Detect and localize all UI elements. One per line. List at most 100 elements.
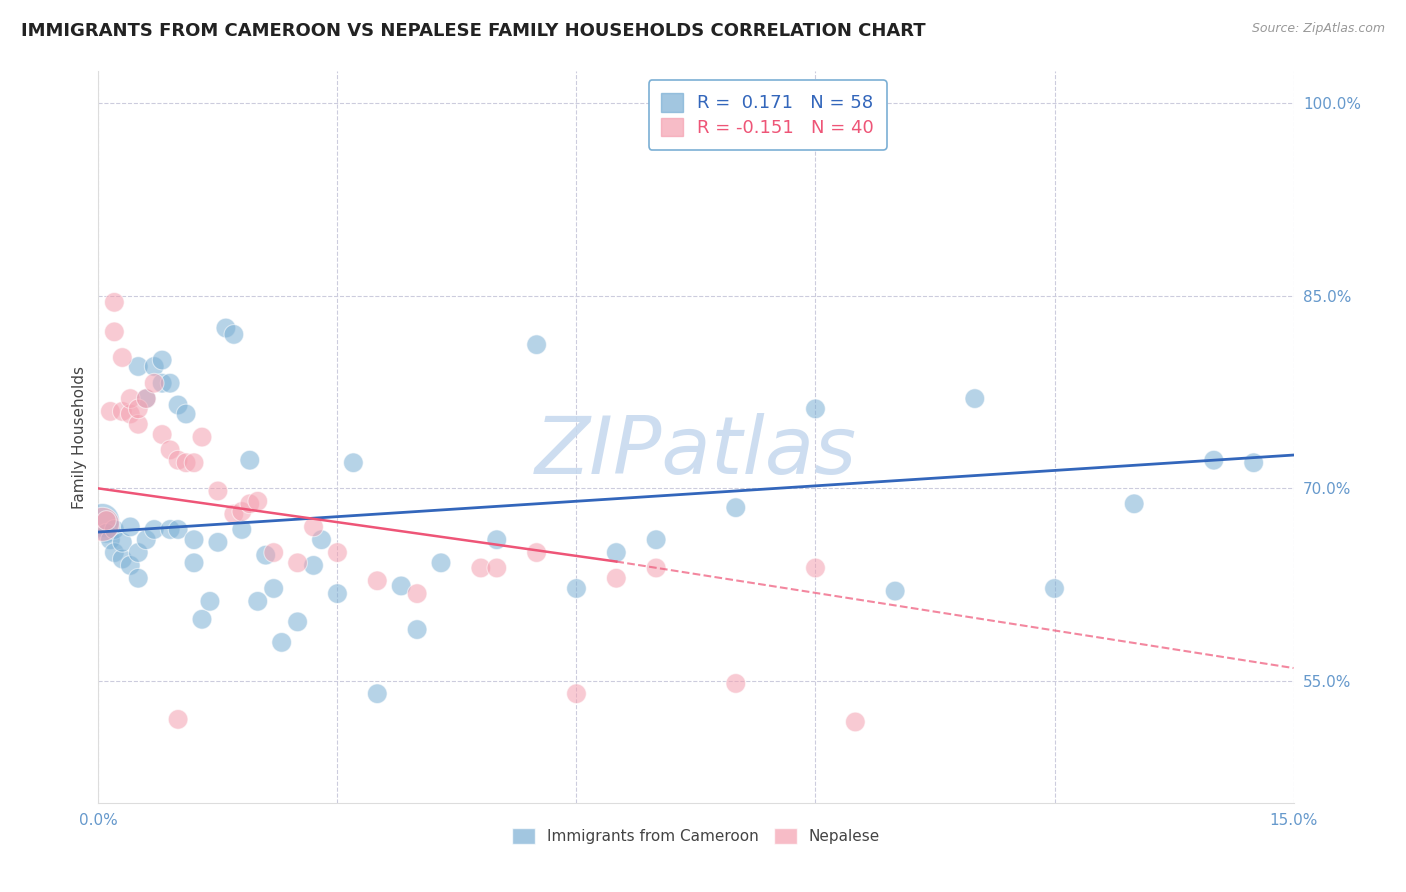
Point [645, 561, 668, 575]
Legend: Immigrants from Cameroon, Nepalese: Immigrants from Cameroon, Nepalese [506, 822, 886, 850]
Point [239, 453, 262, 467]
Point [1123, 497, 1146, 511]
Point [183, 556, 205, 570]
Point [183, 533, 205, 547]
Point [111, 535, 134, 549]
Point [430, 556, 453, 570]
Point [222, 327, 245, 342]
Point [111, 404, 134, 418]
Point [231, 523, 253, 537]
Point [150, 353, 173, 368]
Point [406, 587, 429, 601]
Point [485, 533, 508, 547]
Text: IMMIGRANTS FROM CAMEROON VS NEPALESE FAMILY HOUSEHOLDS CORRELATION CHART: IMMIGRANTS FROM CAMEROON VS NEPALESE FAM… [21, 22, 925, 40]
Point [135, 533, 157, 547]
Point [120, 392, 142, 406]
Point [1043, 582, 1066, 596]
Point [246, 494, 269, 508]
Point [311, 533, 333, 547]
Point [605, 545, 627, 559]
Point [159, 523, 181, 537]
Point [342, 456, 364, 470]
Point [326, 545, 349, 559]
Point [326, 587, 349, 601]
Text: Source: ZipAtlas.com: Source: ZipAtlas.com [1251, 22, 1385, 36]
Point [127, 417, 149, 432]
Point [135, 392, 157, 406]
Point [174, 456, 197, 470]
Point [239, 497, 262, 511]
Point [724, 676, 747, 690]
Point [366, 574, 388, 588]
Point [246, 594, 269, 608]
Point [191, 430, 214, 444]
Point [127, 401, 149, 416]
Point [645, 533, 668, 547]
Point [127, 571, 149, 585]
Point [111, 351, 134, 365]
Point [174, 407, 197, 421]
Point [254, 548, 277, 562]
Point [91, 514, 114, 528]
Point [111, 552, 134, 566]
Y-axis label: Family Households: Family Households [72, 366, 87, 508]
Point [804, 401, 827, 416]
Point [120, 407, 142, 421]
Point [470, 561, 492, 575]
Point [96, 514, 118, 528]
Point [167, 453, 190, 467]
Point [565, 687, 588, 701]
Point [565, 582, 588, 596]
Point [844, 714, 866, 729]
Point [263, 582, 285, 596]
Point [150, 427, 173, 442]
Text: ZIPatlas: ZIPatlas [534, 413, 858, 491]
Point [263, 545, 285, 559]
Point [183, 456, 205, 470]
Point [91, 517, 114, 532]
Point [804, 561, 827, 575]
Point [127, 359, 149, 374]
Point [287, 556, 309, 570]
Point [150, 376, 173, 391]
Point [231, 504, 253, 518]
Point [526, 337, 548, 351]
Point [963, 392, 986, 406]
Point [389, 579, 412, 593]
Point [120, 520, 142, 534]
Point [167, 398, 190, 412]
Point [222, 507, 245, 521]
Point [724, 500, 747, 515]
Point [103, 545, 125, 559]
Point [485, 561, 508, 575]
Point [167, 523, 190, 537]
Point [103, 523, 125, 537]
Point [143, 523, 166, 537]
Point [302, 558, 325, 573]
Point [143, 359, 166, 374]
Point [127, 545, 149, 559]
Point [270, 635, 292, 649]
Point [96, 526, 118, 541]
Point [287, 615, 309, 629]
Point [406, 623, 429, 637]
Point [98, 533, 122, 547]
Point [98, 404, 122, 418]
Point [198, 594, 221, 608]
Point [167, 712, 190, 726]
Point [366, 687, 388, 701]
Point [1243, 456, 1265, 470]
Point [526, 545, 548, 559]
Point [302, 520, 325, 534]
Point [215, 321, 238, 335]
Point [191, 612, 214, 626]
Point [103, 295, 125, 310]
Point [1202, 453, 1225, 467]
Point [207, 483, 229, 498]
Point [120, 558, 142, 573]
Point [159, 442, 181, 457]
Point [103, 325, 125, 339]
Point [605, 571, 627, 585]
Point [143, 376, 166, 391]
Point [884, 584, 907, 599]
